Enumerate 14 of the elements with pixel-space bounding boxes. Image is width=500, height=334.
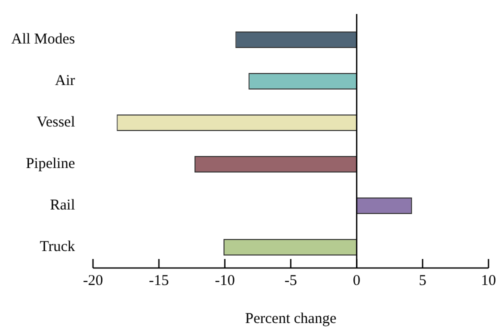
- x-tick-label: 0: [352, 272, 360, 289]
- x-tick-label: 5: [418, 272, 426, 289]
- x-tick-label: -15: [148, 272, 169, 289]
- x-tick-label: -5: [284, 272, 297, 289]
- x-tick-label: 10: [481, 272, 496, 289]
- x-tick-label: -10: [214, 272, 235, 289]
- y-tick-label: Truck: [40, 239, 76, 256]
- y-tick-label: All Modes: [11, 32, 76, 48]
- y-tick-label: Air: [55, 73, 75, 90]
- y-tick-label: Pipeline: [26, 156, 76, 172]
- y-tick-label: Vessel: [36, 114, 75, 131]
- x-tick-label: -20: [83, 272, 103, 289]
- y-tick-label: Rail: [50, 198, 75, 214]
- x-axis-title: Percent change: [245, 310, 337, 327]
